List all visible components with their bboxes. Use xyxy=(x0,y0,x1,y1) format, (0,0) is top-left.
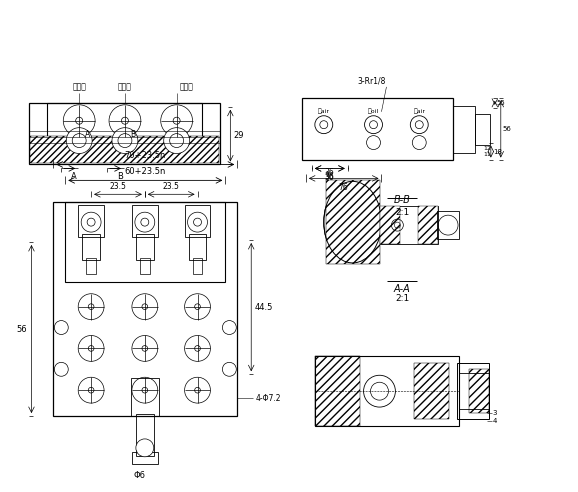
Bar xyxy=(65,202,225,282)
Text: 23.5: 23.5 xyxy=(110,183,127,191)
Text: 44.5: 44.5 xyxy=(254,303,273,311)
Bar xyxy=(192,258,202,274)
Circle shape xyxy=(195,304,201,309)
Ellipse shape xyxy=(324,182,381,263)
Circle shape xyxy=(76,117,83,124)
Circle shape xyxy=(135,212,155,232)
Bar xyxy=(453,106,475,153)
Text: 23.5: 23.5 xyxy=(163,183,180,191)
Circle shape xyxy=(142,304,147,309)
Circle shape xyxy=(365,116,383,134)
Text: 11: 11 xyxy=(483,152,491,157)
Bar xyxy=(380,206,401,244)
Text: 29: 29 xyxy=(234,131,244,140)
Circle shape xyxy=(142,387,147,393)
Bar xyxy=(131,378,159,416)
Text: 12: 12 xyxy=(483,146,491,151)
Text: 2:1: 2:1 xyxy=(395,208,409,217)
Text: B: B xyxy=(117,172,123,181)
Text: 4-Φ7.2: 4-Φ7.2 xyxy=(255,394,281,402)
Bar xyxy=(326,181,380,264)
Text: 3: 3 xyxy=(493,410,497,416)
Bar xyxy=(380,206,438,244)
Bar xyxy=(315,356,360,426)
Circle shape xyxy=(315,116,333,134)
Text: B-B: B-B xyxy=(394,195,411,205)
Circle shape xyxy=(81,212,101,232)
Text: B: B xyxy=(130,130,135,139)
Text: 56: 56 xyxy=(503,126,512,132)
Text: 56: 56 xyxy=(17,325,28,334)
Bar xyxy=(82,234,100,260)
Bar xyxy=(437,211,459,239)
Bar xyxy=(132,452,158,464)
Bar xyxy=(132,205,158,237)
Text: 2:1: 2:1 xyxy=(395,294,409,303)
Text: 36: 36 xyxy=(325,173,335,183)
Text: 76: 76 xyxy=(339,184,349,192)
Text: Φ6: Φ6 xyxy=(134,471,146,480)
Bar xyxy=(136,234,154,260)
Bar xyxy=(47,103,202,154)
Bar xyxy=(188,234,206,260)
Bar xyxy=(31,136,220,163)
Circle shape xyxy=(164,127,190,154)
Text: 70+23.5n: 70+23.5n xyxy=(125,152,166,160)
Circle shape xyxy=(410,116,428,134)
Bar xyxy=(459,373,489,409)
Circle shape xyxy=(88,304,94,309)
Text: 4: 4 xyxy=(493,418,497,424)
Bar xyxy=(414,363,449,419)
Circle shape xyxy=(142,345,147,351)
Circle shape xyxy=(66,127,92,154)
Bar xyxy=(302,98,453,160)
Text: 油oil: 油oil xyxy=(368,108,379,114)
Bar xyxy=(140,258,150,274)
Bar xyxy=(53,202,238,416)
Circle shape xyxy=(195,387,201,393)
Circle shape xyxy=(195,345,201,351)
Text: A-A: A-A xyxy=(394,284,411,294)
Bar xyxy=(184,205,210,237)
Text: 中間体: 中間体 xyxy=(118,82,132,91)
Circle shape xyxy=(112,127,138,154)
Bar xyxy=(29,103,220,164)
Circle shape xyxy=(88,387,94,393)
Circle shape xyxy=(121,117,128,124)
Bar xyxy=(457,363,489,419)
Text: 55: 55 xyxy=(497,100,506,106)
Circle shape xyxy=(364,375,395,407)
Text: A: A xyxy=(71,172,77,181)
Text: 60+23.5n: 60+23.5n xyxy=(125,167,166,177)
Circle shape xyxy=(88,345,94,351)
Bar xyxy=(315,356,459,426)
Text: 气air: 气air xyxy=(413,108,425,114)
Text: A: A xyxy=(84,130,90,139)
Bar xyxy=(136,414,154,456)
Text: 36: 36 xyxy=(325,172,335,182)
Circle shape xyxy=(136,439,154,457)
Bar xyxy=(475,114,490,145)
Bar xyxy=(469,369,489,413)
Text: 端部体: 端部体 xyxy=(180,82,194,91)
Text: 18: 18 xyxy=(493,149,502,154)
Text: 36: 36 xyxy=(325,168,335,178)
Bar xyxy=(418,206,438,244)
Circle shape xyxy=(188,212,208,232)
Bar xyxy=(78,205,104,237)
Text: 供給体: 供給体 xyxy=(72,82,86,91)
Text: 气air: 气air xyxy=(318,108,330,114)
Text: 3-Rr1/8: 3-Rr1/8 xyxy=(357,77,386,86)
Bar xyxy=(86,258,96,274)
Circle shape xyxy=(173,117,180,124)
